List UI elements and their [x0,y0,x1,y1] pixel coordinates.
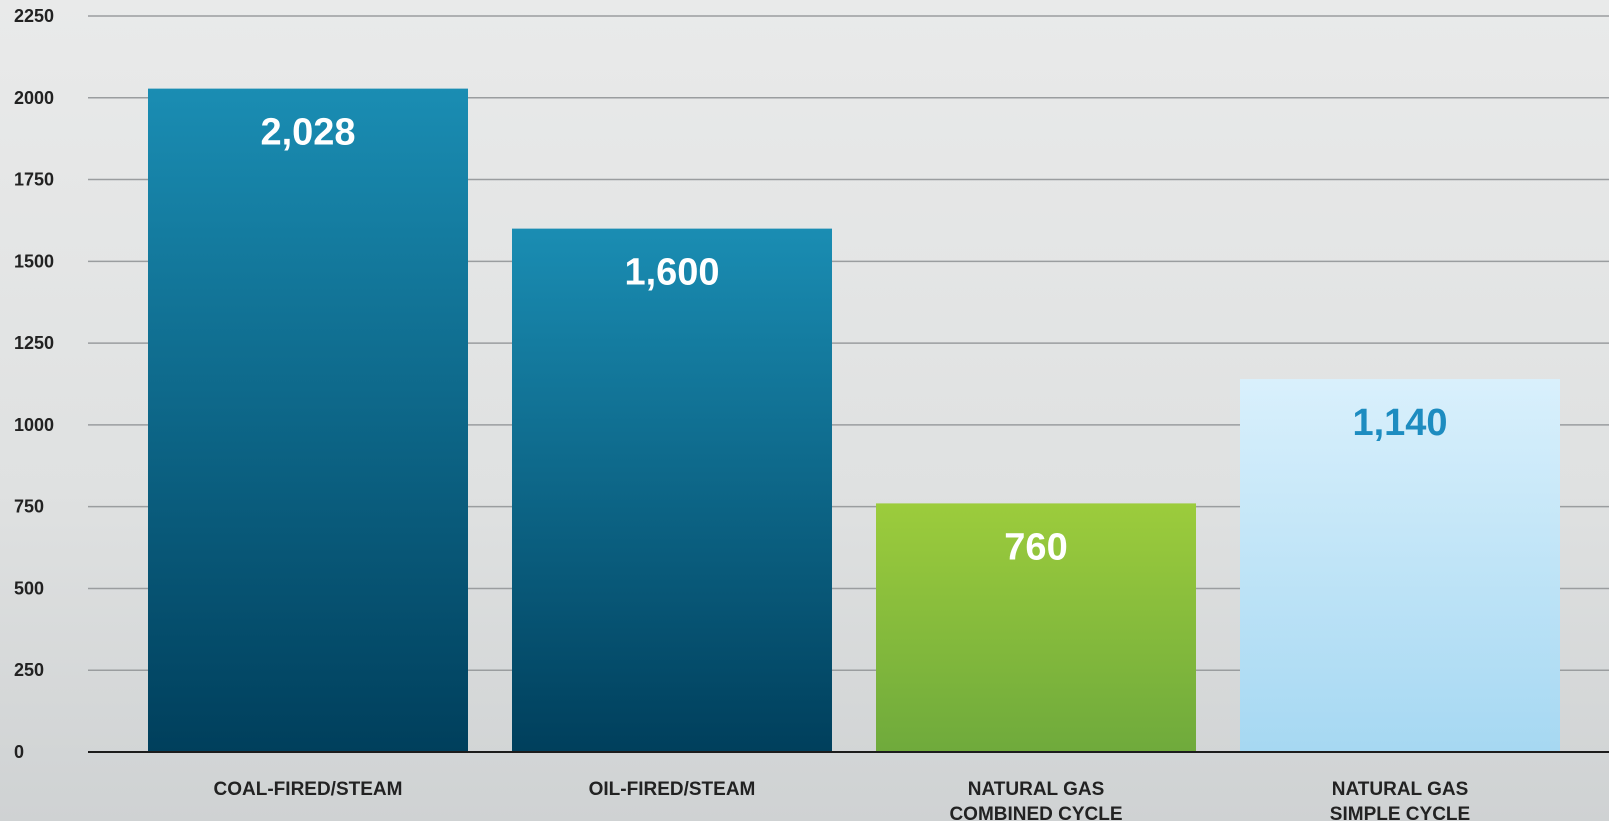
y-tick-label: 250 [14,660,44,680]
bar [512,228,832,753]
x-category-label: COAL-FIRED/STEAM [214,779,403,800]
y-tick-label: 1000 [14,415,54,435]
y-tick-label: 1750 [14,170,54,190]
y-tick-label: 500 [14,578,44,598]
value-labels: 2,028 1,600 760 1,140 [260,112,1447,569]
y-tick-label: 0 [14,742,24,762]
x-category-label: NATURAL GAS SIMPLE CYCLE [1330,779,1470,821]
x-category-label: OIL-FIRED/STEAM [589,779,756,800]
category-labels: COAL-FIRED/STEAM OIL-FIRED/STEAM NATURAL G… [214,779,1471,821]
bar [148,88,468,753]
y-tick-label: 1500 [14,251,54,271]
y-tick-label: 2000 [14,88,54,108]
bars [148,88,1560,753]
x-category-label: NATURAL GAS COMBINED CYCLE [949,779,1122,821]
y-tick-label: 1250 [14,333,54,353]
bar-value-label: 760 [1004,526,1067,568]
bar-value-label: 1,140 [1352,402,1447,444]
bar [876,503,1196,752]
bar-value-label: 2,028 [260,112,355,154]
y-axis-ticks: 0 250 500 750 1000 1250 1500 1750 2000 2250 [14,6,54,762]
y-tick-label: 750 [14,497,44,517]
bar [1240,379,1560,752]
y-tick-label: 2250 [14,6,54,26]
bar-value-label: 1,600 [624,252,719,294]
